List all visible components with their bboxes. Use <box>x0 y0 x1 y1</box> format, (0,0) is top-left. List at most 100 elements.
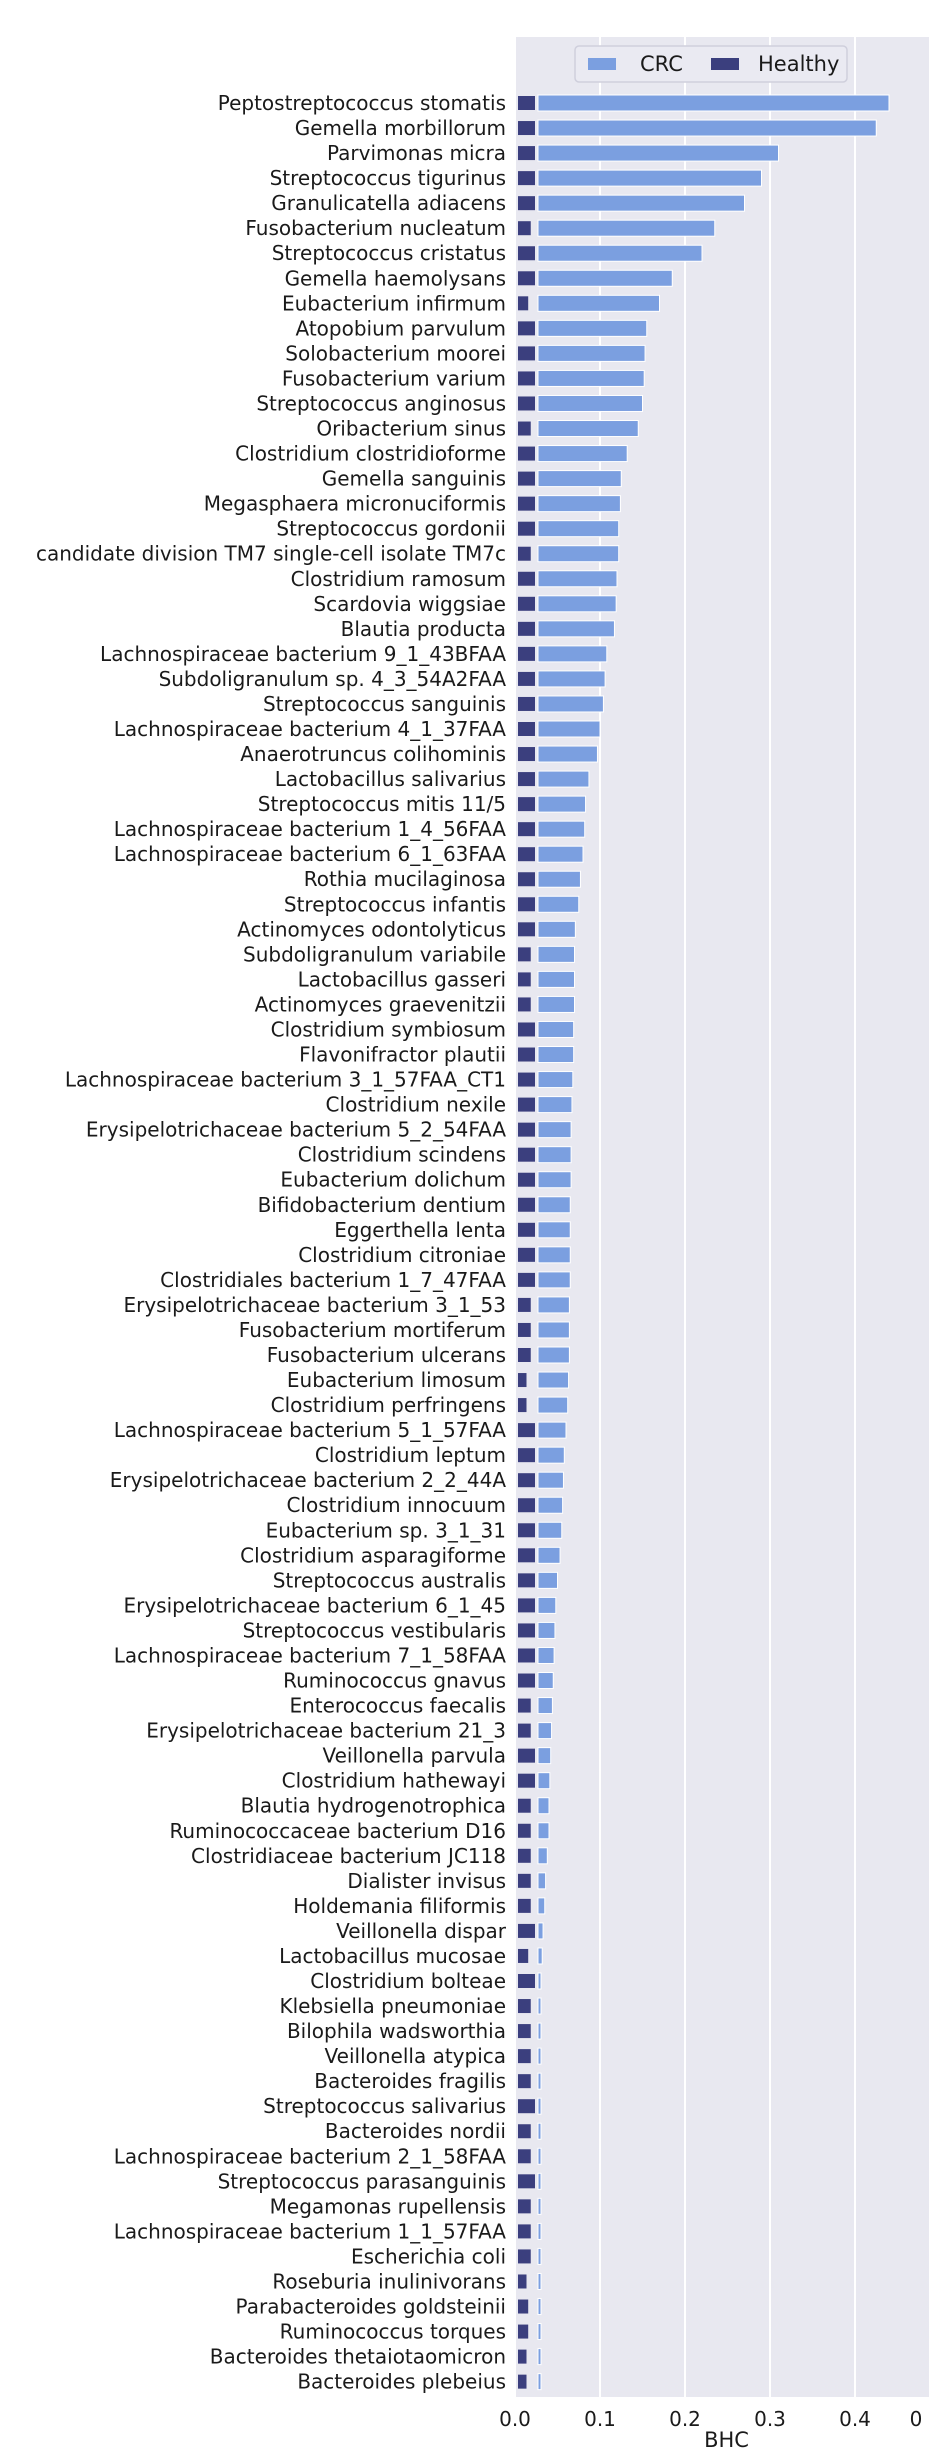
bar-crc <box>537 595 617 613</box>
x-tick-label: 0.4 <box>839 2407 871 2431</box>
bar-healthy <box>518 947 531 962</box>
y-tick-label: Clostridiaceae bacterium JC118 <box>191 1844 506 1868</box>
x-tick-label: 0.1 <box>584 2407 616 2431</box>
bar-crc <box>537 1546 561 1564</box>
bar-healthy <box>518 1022 535 1037</box>
y-tick-label: Lachnospiraceae bacterium 1_4_56FAA <box>114 817 507 841</box>
y-tick-label: Parabacteroides goldsteinii <box>236 2295 506 2319</box>
bar-healthy <box>518 521 535 536</box>
bar-healthy <box>518 2074 531 2089</box>
bar-healthy <box>518 1197 535 1212</box>
y-tick-label: Lachnospiraceae bacterium 6_1_63FAA <box>114 842 507 866</box>
bar-crc <box>537 1897 546 1915</box>
bar-healthy <box>518 1398 527 1413</box>
bar-crc <box>537 1646 555 1664</box>
bar-healthy <box>518 2224 531 2239</box>
y-tick-label: Streptococcus anginosus <box>256 391 506 415</box>
bar-crc <box>537 2247 542 2265</box>
y-tick-label: Megamonas rupellensis <box>270 2194 506 2218</box>
bar-crc <box>537 845 584 863</box>
y-tick-label: Fusobacterium ulcerans <box>267 1343 506 1367</box>
bar-healthy <box>518 671 535 686</box>
bar-healthy <box>518 396 535 411</box>
bar-healthy <box>518 421 531 436</box>
y-tick-label: Eubacterium infirmum <box>282 291 506 315</box>
bar-crc <box>537 344 646 362</box>
y-tick-label: Enterococcus faecalis <box>289 1694 506 1718</box>
y-tick-label: Clostridiales bacterium 1_7_47FAA <box>160 1268 506 1292</box>
y-tick-label: Veillonella atypica <box>325 2044 506 2068</box>
bar-crc <box>537 269 673 287</box>
y-tick-label: Holdemania filiformis <box>293 1894 506 1918</box>
y-tick-label: Flavonifractor plautii <box>299 1043 506 1067</box>
y-tick-label: Veillonella parvula <box>322 1744 506 1768</box>
bar-crc <box>537 570 618 588</box>
plot-background <box>515 37 929 2397</box>
bar-healthy <box>518 1623 535 1638</box>
bar-healthy <box>518 922 535 937</box>
y-tick-label: Clostridium leptum <box>315 1443 506 1467</box>
bar-healthy <box>518 2099 535 2114</box>
bar-healthy <box>518 1723 531 1738</box>
bar-crc <box>537 94 890 112</box>
bar-crc <box>537 920 576 938</box>
bar-healthy <box>518 2024 531 2039</box>
y-tick-label: Clostridium clostridioforme <box>235 442 506 466</box>
bar-healthy <box>518 1873 531 1888</box>
bar-crc <box>537 995 575 1013</box>
bar-crc <box>537 770 590 788</box>
bar-healthy <box>518 1598 535 1613</box>
y-tick-label: Lachnospiraceae bacterium 4_1_37FAA <box>114 717 507 741</box>
bar-crc <box>537 745 598 763</box>
bar-healthy <box>518 1748 535 1763</box>
bar-crc <box>537 2022 542 2040</box>
y-tick-label: Clostridium scindens <box>298 1143 506 1167</box>
bar-healthy <box>518 1122 535 1137</box>
y-tick-label: Erysipelotrichaceae bacterium 6_1_45 <box>123 1593 506 1617</box>
bar-crc <box>537 1146 572 1164</box>
y-tick-label: Megasphaera micronuciformis <box>204 492 506 516</box>
y-tick-label: Clostridium asparagiforme <box>240 1543 506 1567</box>
bar-crc <box>537 670 606 688</box>
bar-crc <box>537 1446 565 1464</box>
bar-healthy <box>518 171 535 186</box>
bar-healthy <box>518 696 535 711</box>
y-tick-label: Blautia hydrogenotrophica <box>241 1794 506 1818</box>
x-tick-label: 0.0 <box>499 2407 531 2431</box>
y-tick-label: Ruminococcus gnavus <box>283 1669 506 1693</box>
bar-healthy <box>518 1047 535 1062</box>
bar-healthy <box>518 1147 535 1162</box>
bar-crc <box>537 144 779 162</box>
y-tick-label: Erysipelotrichaceae bacterium 5_2_54FAA <box>86 1118 506 1142</box>
bar-healthy <box>518 346 535 361</box>
bar-crc <box>537 1797 550 1815</box>
bar-crc <box>537 1922 544 1940</box>
y-tick-label: Fusobacterium varium <box>282 366 506 390</box>
y-tick-label: Parvimonas micra <box>327 141 506 165</box>
bar-crc <box>537 1196 571 1214</box>
y-tick-label: Solobacterium moorei <box>285 341 506 365</box>
bar-healthy <box>518 1648 535 1663</box>
bar-healthy <box>518 2349 527 2364</box>
y-tick-label: Erysipelotrichaceae bacterium 21_3 <box>146 1719 506 1743</box>
bar-crc <box>537 1822 550 1840</box>
y-tick-label: Eubacterium dolichum <box>280 1168 506 1192</box>
bar-crc <box>537 1421 567 1439</box>
bar-crc <box>537 1972 542 1990</box>
bar-crc <box>537 1121 572 1139</box>
bar-crc <box>537 870 581 888</box>
bar-healthy <box>518 897 535 912</box>
bar-healthy <box>518 446 535 461</box>
bar-healthy <box>518 1473 535 1488</box>
x-tick-label: 0 <box>910 2407 923 2431</box>
bar-healthy <box>518 2149 531 2164</box>
bar-crc <box>537 169 762 187</box>
bar-healthy <box>518 2124 531 2139</box>
bar-healthy <box>518 2299 529 2314</box>
bar-crc <box>537 2097 542 2115</box>
y-tick-label: Bifidobacterium dentium <box>258 1193 506 1217</box>
bar-crc <box>537 244 703 262</box>
legend: CRC Healthy <box>574 45 848 83</box>
bar-crc <box>537 1171 572 1189</box>
bar-crc <box>537 1046 575 1064</box>
